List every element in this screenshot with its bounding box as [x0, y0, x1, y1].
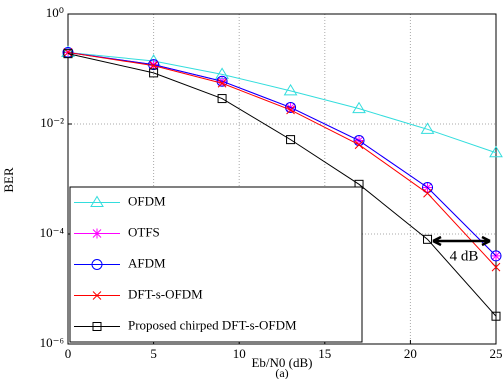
marker [491, 311, 501, 321]
marker [216, 75, 228, 87]
y-tick-label: 10⁻⁴ [40, 225, 65, 240]
legend-label: AFDM [128, 255, 166, 270]
legend-marker [91, 259, 103, 270]
caption: (a) [275, 366, 288, 379]
marker [149, 61, 158, 71]
legend-marker [90, 195, 104, 207]
marker [423, 188, 432, 198]
annotation-arrow [432, 235, 491, 247]
marker [423, 234, 433, 244]
marker [217, 94, 227, 104]
x-tick-label: 25 [490, 346, 503, 361]
legend-label: Proposed chirped DFT-s-OFDM [128, 317, 297, 332]
x-tick-label: 15 [318, 346, 331, 361]
x-tick-label: 5 [150, 346, 157, 361]
legend-label: DFT-s-OFDM [128, 286, 203, 301]
legend-marker [92, 291, 102, 300]
y-tick-label: 10⁻⁶ [40, 335, 64, 350]
y-tick-label: 10⁰ [46, 5, 64, 20]
marker [489, 145, 503, 158]
marker [283, 83, 298, 96]
marker [352, 101, 366, 114]
y-tick-label: 10⁻² [40, 115, 64, 130]
marker [149, 68, 159, 78]
legend-marker [92, 228, 102, 239]
marker [491, 250, 501, 261]
marker [285, 101, 297, 113]
marker [354, 140, 364, 150]
x-tick-label: 20 [404, 346, 417, 361]
marker [286, 135, 296, 145]
marker [286, 105, 295, 115]
x-tick-label: 10 [233, 346, 246, 361]
series-line [67, 51, 497, 257]
marker [420, 122, 435, 134]
y-axis-label: BER [1, 167, 16, 193]
x-tick-label: 0 [65, 346, 72, 361]
marker [217, 78, 227, 88]
plot-frame [67, 13, 497, 345]
x-axis-label: Eb/N0 (dB) [251, 355, 312, 370]
marker [491, 262, 501, 272]
series-line [67, 53, 497, 317]
legend-label: OTFS [128, 224, 160, 239]
marker [353, 135, 365, 147]
legend-marker [92, 322, 102, 331]
marker [490, 250, 502, 262]
marker [63, 49, 73, 59]
legend-label: OFDM [128, 193, 166, 208]
annotation: 4 dB [450, 248, 479, 264]
marker [422, 182, 434, 194]
